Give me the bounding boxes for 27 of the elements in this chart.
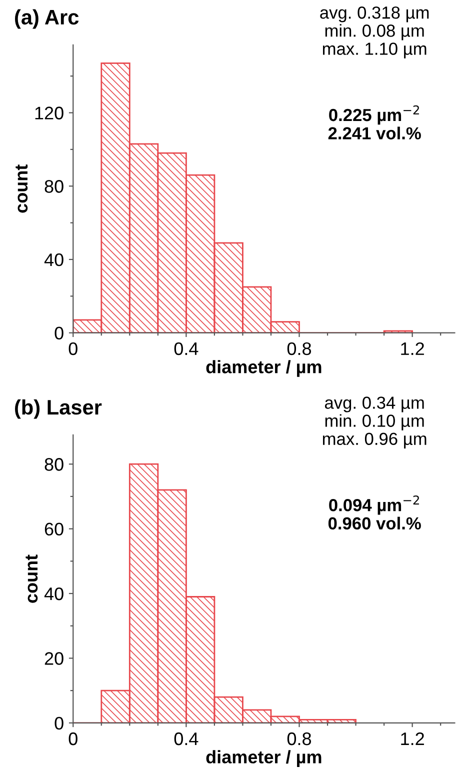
x-tick-label: 0.4 [174, 342, 198, 356]
y-tick-label: 20 [44, 652, 64, 665]
y-tick-label: 0 [54, 716, 64, 730]
x-tick-label: 0 [68, 342, 78, 356]
x-tick-label: 0.8 [287, 342, 312, 356]
annotation: 0.094 µm$^{−2}$ 0.960 vol.% [328, 495, 421, 530]
y-tick-label: 120 [35, 106, 64, 120]
x-axis-title: diameter / µm [206, 750, 322, 768]
annotation: avg. 0.318 µm min. 0.08 µm max. 1.10 µm [320, 6, 429, 58]
x-tick-label: 1.2 [401, 732, 424, 746]
chart-title: (b) Laser [15, 399, 102, 419]
y-tick-label: 80 [44, 180, 64, 193]
x-tick-label: 0.4 [174, 732, 198, 746]
chart-title: (a) Arc [15, 9, 79, 29]
y-tick-label: 40 [44, 587, 64, 600]
x-tick-label: 0 [68, 732, 78, 746]
y-tick-label: 40 [44, 253, 64, 266]
y-tick-label: 80 [44, 458, 64, 471]
y-axis-title: count [26, 554, 38, 603]
y-tick-label: 60 [44, 522, 64, 536]
y-axis-title: count [16, 164, 28, 213]
annotation: 0.225 µm$^{−2}$ 2.241 vol.% [328, 105, 421, 140]
y-tick-label: 0 [54, 326, 64, 340]
x-tick-label: 1.2 [401, 342, 424, 355]
x-tick-label: 0.8 [287, 732, 312, 746]
x-axis-title: diameter / µm [206, 360, 322, 377]
annotation: avg. 0.34 µm min. 0.10 µm max. 0.96 µm [322, 396, 426, 448]
